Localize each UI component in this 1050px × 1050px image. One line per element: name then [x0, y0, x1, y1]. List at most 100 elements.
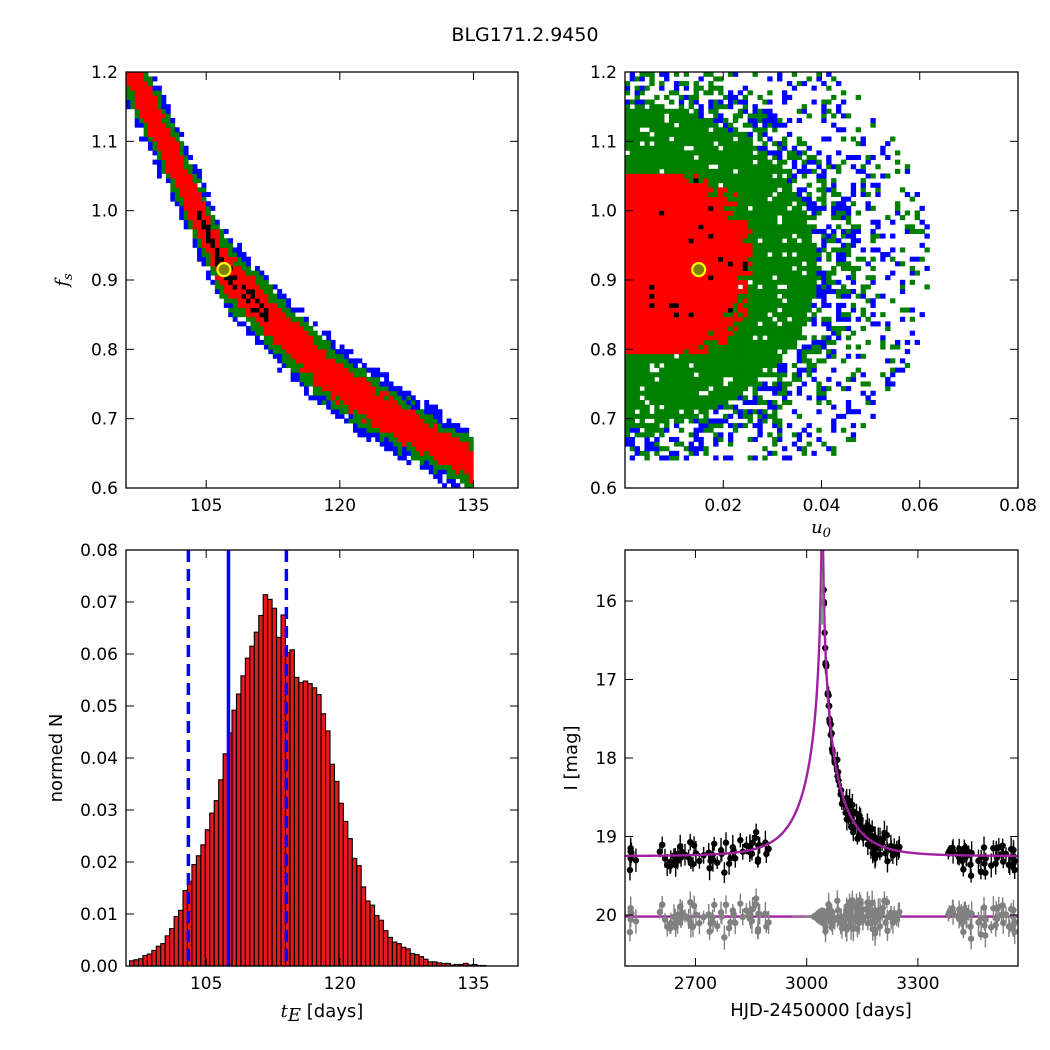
heatmap-cell [742, 376, 749, 382]
heatmap-cell [312, 335, 318, 341]
heatmap-cell [143, 85, 149, 91]
heatmap-cell [772, 399, 778, 405]
heatmap-cell [308, 353, 314, 359]
heatmap-cell [845, 312, 852, 318]
heatmap-cell [290, 307, 296, 313]
heatmap-cell [299, 372, 305, 378]
heatmap-cell [654, 261, 660, 267]
heatmap-cell [786, 210, 793, 216]
heatmap-cell [737, 390, 744, 396]
heatmap-cell [688, 307, 694, 313]
heatmap-cell [811, 376, 817, 382]
heatmap-cell [263, 275, 269, 281]
heatmap-cell [831, 122, 837, 128]
heatmap-cell [455, 423, 461, 429]
heatmap-cell [397, 418, 403, 424]
heatmap-cell [654, 446, 660, 452]
heatmap-cell [664, 145, 670, 151]
heatmap-cell [806, 145, 812, 151]
heatmap-cell [659, 270, 665, 276]
heatmap-cell [718, 201, 724, 207]
heatmap-cell [303, 358, 309, 364]
heatmap-cell [232, 252, 238, 258]
heatmap-cell [344, 381, 349, 387]
heatmap-cell [767, 118, 773, 124]
heatmap-cell [673, 108, 680, 114]
heatmap-cell [201, 205, 207, 211]
heatmap-cell [634, 432, 640, 438]
heatmap-cell [757, 155, 763, 161]
heatmap-cell [688, 224, 694, 230]
heatmap-cell [303, 339, 309, 345]
heatmap-cell [718, 279, 724, 285]
heatmap-cell [688, 238, 694, 244]
heatmap-cell [791, 215, 798, 221]
heatmap-cell [747, 265, 753, 271]
heatmap-cell [698, 418, 704, 424]
heatmap-cell [406, 413, 412, 419]
heatmap-cell [840, 242, 847, 248]
heatmap-cell [767, 293, 773, 299]
heatmap-cell [811, 289, 817, 295]
heatmap-cell [678, 395, 685, 401]
heatmap-cell [649, 104, 655, 110]
heatmap-cell [673, 178, 680, 184]
heatmap-cell [909, 228, 916, 234]
heatmap-cell [639, 76, 645, 82]
heatmap-cell [659, 307, 665, 313]
heatmap-cell [698, 159, 704, 165]
heatmap-cell [777, 261, 783, 267]
heatmap-cell [796, 326, 803, 332]
heatmap-cell [624, 252, 631, 258]
heatmap-cell [361, 386, 367, 392]
heatmap-cell [890, 367, 896, 373]
heatmap-cell [806, 289, 812, 295]
heatmap-cell [747, 261, 753, 267]
heatmap-cell [688, 196, 694, 202]
heatmap-cell [821, 284, 827, 290]
heatmap-cell [791, 145, 798, 151]
heatmap-cell [241, 261, 247, 267]
heatmap-cell [772, 219, 778, 225]
heatmap-cell [170, 164, 176, 170]
heatmap-cell [698, 131, 704, 137]
heatmap-cell [786, 390, 793, 396]
heatmap-cell [718, 316, 724, 322]
heatmap-cell [860, 187, 866, 193]
heatmap-cell [629, 279, 636, 285]
residual-point [887, 914, 895, 921]
heatmap-cell [703, 173, 709, 179]
heatmap-cell [335, 390, 341, 396]
heatmap-cell [678, 358, 685, 364]
heatmap-cell [752, 367, 758, 373]
heatmap-cell [468, 460, 474, 466]
heatmap-cell [634, 201, 640, 207]
heatmap-cell [281, 307, 287, 313]
heatmap-cell [669, 339, 675, 345]
heatmap-cell [762, 242, 768, 248]
heatmap-cell [894, 205, 901, 211]
heatmap-cell [698, 238, 704, 244]
heatmap-cell [772, 242, 778, 248]
heatmap-cell [683, 178, 690, 184]
heatmap-cell [801, 335, 807, 341]
heatmap-cell [727, 326, 734, 332]
heatmap-cell [855, 293, 861, 299]
heatmap-cell [855, 238, 861, 244]
heatmap-cell [210, 256, 216, 262]
heatmap-cell [214, 228, 220, 234]
heatmap-cell [727, 159, 734, 165]
heatmap-cell [624, 353, 631, 359]
heatmap-cell [757, 261, 763, 267]
heatmap-cell [772, 349, 778, 355]
heatmap-cell [624, 372, 631, 378]
heatmap-cell [801, 141, 807, 147]
heatmap-cell [624, 99, 631, 105]
heatmap-cell [821, 201, 827, 207]
heatmap-cell [639, 99, 645, 105]
heatmap-cell [644, 358, 650, 364]
heatmap-cell [375, 436, 381, 442]
heatmap-cell [718, 228, 724, 234]
heatmap-cell [836, 224, 842, 230]
heatmap-cell [747, 90, 753, 96]
